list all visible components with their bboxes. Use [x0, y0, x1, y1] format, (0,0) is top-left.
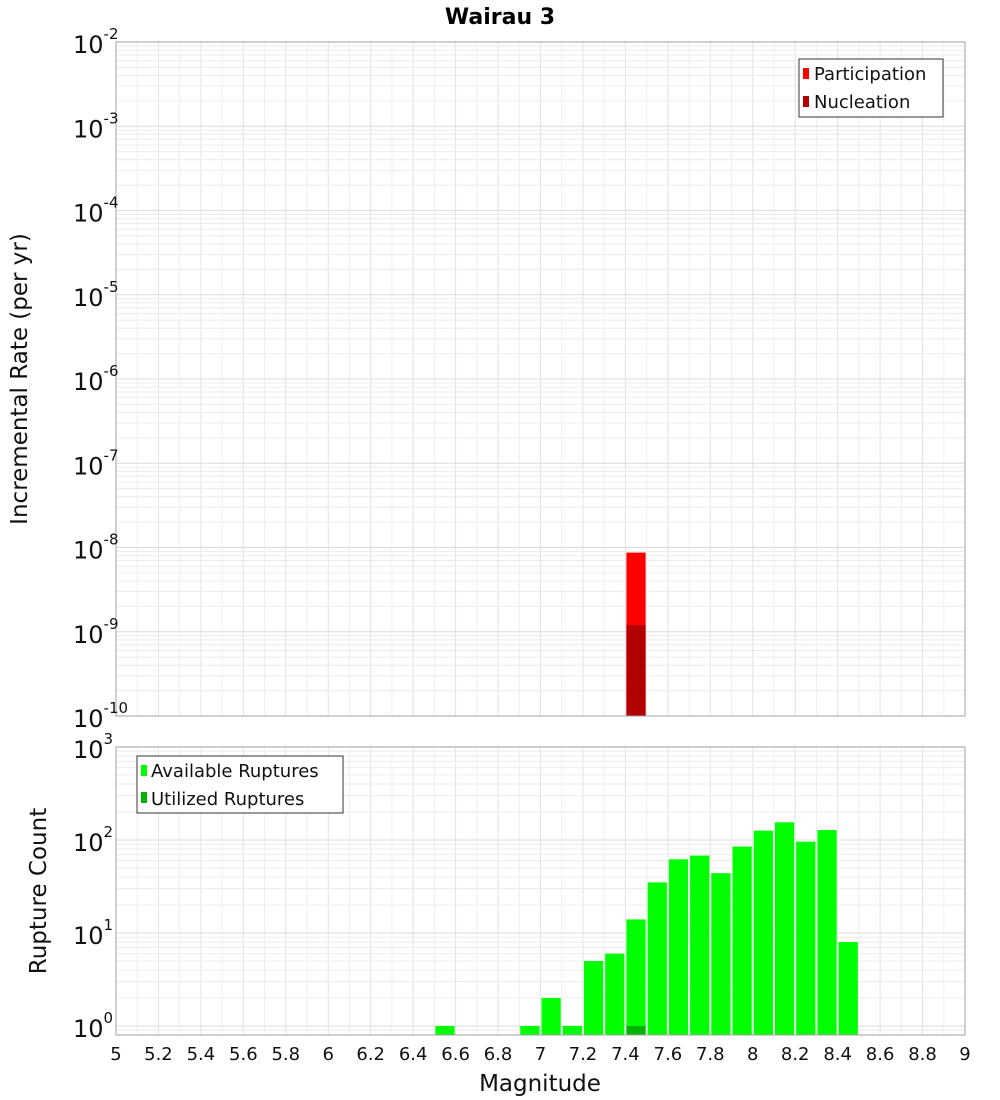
available-ruptures-bar: [626, 919, 646, 1035]
magnitude-x-tick-label: 8: [747, 1044, 758, 1065]
magnitude-x-tick-label: 5: [110, 1044, 121, 1065]
available-ruptures-bar: [583, 960, 604, 1035]
available-ruptures-bar: [817, 830, 837, 1035]
count-y-tick-label: 102: [73, 823, 113, 857]
count-panel: 100 101 102 103 5 5.2 5.4 5.6 5.8 6 6.2 6.4 6.6 6.8 7…: [26, 730, 971, 1097]
available-ruptures-bar: [435, 1025, 455, 1035]
nucleation-bar: [626, 625, 646, 716]
rate-y-tick-label: 10-5: [73, 278, 119, 312]
available-legend-label: Available Ruptures: [151, 761, 319, 782]
rate-y-axis-label: Incremental Rate (per yr): [7, 233, 33, 525]
magnitude-x-tick-label: 5.8: [271, 1044, 300, 1065]
count-bars: [435, 822, 858, 1035]
participation-legend-swatch: [803, 68, 809, 79]
available-ruptures-bar: [562, 1025, 582, 1035]
magnitude-x-tick-label: 7: [535, 1044, 546, 1065]
chart-title: Wairau 3: [445, 5, 555, 30]
magnitude-x-ticks: 5 5.2 5.4 5.6 5.8 6 6.2 6.4 6.6 6.8 7 7.2 7.4 7.6 7.8 8…: [110, 1044, 970, 1065]
utilized-ruptures-bar: [626, 1025, 646, 1035]
magnitude-x-tick-label: 8.4: [823, 1044, 852, 1065]
available-ruptures-bar: [668, 859, 689, 1035]
magnitude-x-tick-label: 7.6: [654, 1044, 683, 1065]
rate-grid: [115, 41, 966, 717]
available-ruptures-bar: [647, 882, 667, 1035]
rate-y-tick-label: 10-9: [73, 615, 119, 649]
rate-plot-border: [115, 41, 966, 717]
available-ruptures-bar: [732, 846, 752, 1035]
count-y-tick-label: 100: [73, 1009, 113, 1043]
magnitude-x-tick-label: 6: [323, 1044, 334, 1065]
rate-y-tick-label: 10-2: [73, 25, 119, 59]
available-ruptures-bar: [796, 841, 816, 1035]
magnitude-x-tick-label: 6.4: [399, 1044, 428, 1065]
magnitude-x-tick-label: 6.8: [484, 1044, 513, 1065]
count-y-axis-label: Rupture Count: [26, 808, 52, 974]
available-ruptures-bar: [605, 953, 625, 1035]
count-y-ticks: 100 101 102 103: [73, 730, 113, 1043]
magnitude-x-tick-label: 8.2: [781, 1044, 810, 1065]
magnitude-x-tick-label: 8.8: [908, 1044, 937, 1065]
count-y-tick-label: 103: [73, 730, 113, 764]
rate-y-tick-label: 10-3: [73, 109, 119, 143]
rate-y-tick-label: 10-7: [73, 446, 119, 480]
available-legend-swatch: [141, 765, 147, 776]
rate-panel: 10-10 10-9 10-8 10-7 10-6 10-5 10-4 10-3 10-2 In…: [7, 25, 966, 733]
available-ruptures-bar: [838, 942, 858, 1035]
count-legend-box: [136, 755, 344, 814]
available-ruptures-bar: [690, 855, 710, 1035]
magnitude-x-tick-label: 7.2: [569, 1044, 598, 1065]
available-ruptures-bar: [541, 997, 561, 1035]
magnitude-x-tick-label: 9: [959, 1044, 970, 1065]
utilized-legend-swatch: [141, 792, 147, 803]
rate-y-tick-label: 10-6: [73, 362, 119, 396]
magnitude-x-tick-label: 5.4: [187, 1044, 216, 1065]
rate-legend: Participation Nucleation: [798, 58, 944, 118]
rate-y-ticks: 10-10 10-9 10-8 10-7 10-6 10-5 10-4 10-3 10-2: [73, 25, 128, 733]
count-plot-border: [115, 746, 966, 1036]
nucleation-legend-swatch: [803, 96, 809, 107]
rate-legend-box: [798, 58, 944, 118]
count-y-tick-label: 101: [73, 916, 113, 950]
magnitude-x-tick-label: 6.2: [356, 1044, 385, 1065]
available-ruptures-bar: [711, 873, 731, 1035]
available-ruptures-bar: [774, 822, 795, 1035]
rate-y-tick-label: 10-8: [73, 531, 119, 565]
available-ruptures-bar: [753, 830, 773, 1035]
count-legend: Available Ruptures Utilized Ruptures: [136, 755, 344, 814]
magnitude-x-tick-label: 8.6: [866, 1044, 895, 1065]
magnitude-x-tick-label: 6.6: [441, 1044, 470, 1065]
magnitude-x-tick-label: 5.2: [144, 1044, 173, 1065]
magnitude-x-tick-label: 5.6: [229, 1044, 258, 1065]
nucleation-legend-label: Nucleation: [814, 92, 910, 113]
rate-y-tick-label: 10-4: [73, 194, 119, 228]
magnitude-x-tick-label: 7.4: [611, 1044, 640, 1065]
magnitude-x-axis-label: Magnitude: [479, 1071, 601, 1097]
available-ruptures-bar: [520, 1025, 540, 1035]
magnitude-x-tick-label: 7.8: [696, 1044, 725, 1065]
participation-legend-label: Participation: [814, 64, 926, 85]
rate-bars: [626, 552, 646, 716]
rate-y-tick-label: 10-10: [73, 699, 128, 733]
utilized-legend-label: Utilized Ruptures: [151, 789, 304, 810]
